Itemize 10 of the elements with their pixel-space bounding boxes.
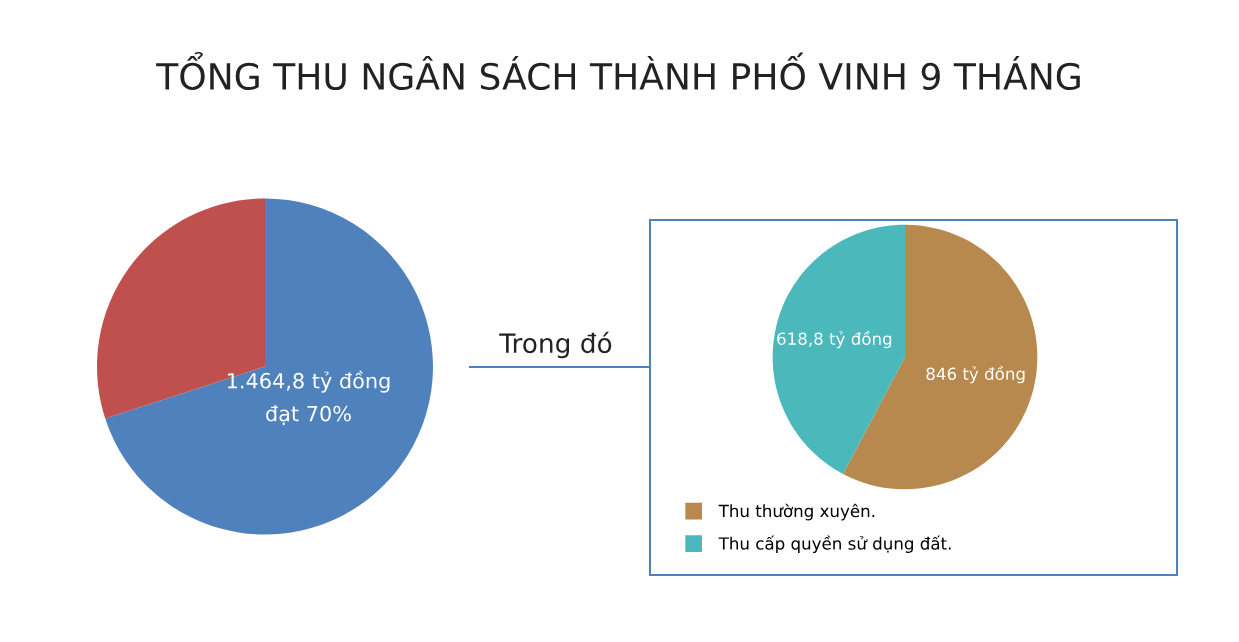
legend-label: Thu thường xuyên. [718, 503, 875, 521]
data-label: 618,8 tỷ đồng [777, 330, 892, 349]
pie-slice [772, 224, 905, 474]
data-label: 1.464,8 tỷ đồng đạt 70% [227, 370, 390, 425]
pie-slice [105, 198, 433, 535]
pie-slice [843, 224, 1038, 490]
text: Trong đó [499, 331, 612, 359]
text: TỔNG THU NGÂN SÁCH THÀNH PHỐ VINH 9 THÁNG [156, 51, 1080, 91]
legend-label: Thu cấp quyền sử dụng đất. [718, 535, 951, 553]
data-label: 846 tỷ đồng [926, 365, 1025, 384]
